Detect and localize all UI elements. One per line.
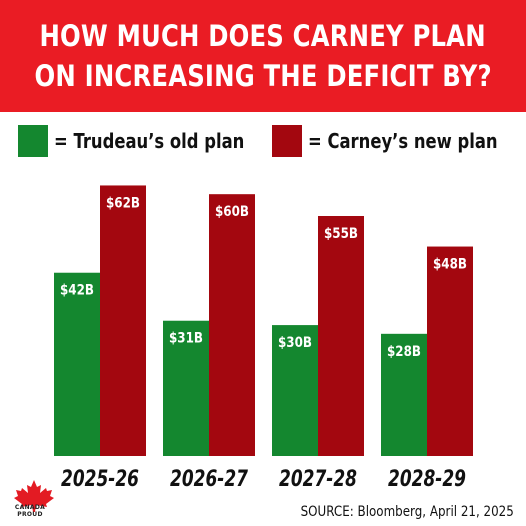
legend-item-new-plan: = Carney’s new plan bbox=[272, 124, 526, 158]
legend-swatch-new-plan bbox=[272, 125, 302, 157]
bar-old-2025-26 bbox=[54, 272, 100, 456]
legend-swatch-old-plan bbox=[18, 125, 48, 157]
category-label: 2028-29 bbox=[388, 467, 466, 492]
bar-new-2027-28 bbox=[318, 216, 364, 456]
title-banner: HOW MUCH DOES CARNEY PLAN ON INCREASING … bbox=[0, 0, 526, 112]
bar-value-label: $30B bbox=[278, 335, 312, 351]
legend: = Trudeau’s old plan = Carney’s new plan bbox=[0, 124, 526, 158]
source-note: SOURCE: Bloomberg, April 21, 2025 bbox=[300, 504, 514, 520]
bar-value-label: $42B bbox=[60, 283, 94, 299]
bar-value-label: $55B bbox=[324, 226, 358, 242]
title-line-2: ON INCREASING THE DEFICIT BY? bbox=[34, 59, 492, 93]
bar-new-2025-26 bbox=[100, 185, 146, 457]
canada-proud-logo bbox=[14, 480, 54, 512]
bar-new-2026-27 bbox=[209, 194, 255, 456]
bar-old-2026-27 bbox=[163, 320, 209, 456]
bar-value-label: $48B bbox=[433, 257, 467, 273]
bar-old-2028-29 bbox=[381, 333, 427, 456]
logo-text: CANADA PROUD bbox=[14, 504, 46, 518]
legend-item-old-plan: = Trudeau’s old plan bbox=[18, 124, 286, 158]
legend-label-new-plan: = Carney’s new plan bbox=[308, 129, 498, 153]
title-line-1: HOW MUCH DOES CARNEY PLAN bbox=[39, 19, 487, 53]
bar-value-label: $28B bbox=[387, 344, 421, 360]
category-label: 2027-28 bbox=[279, 467, 357, 492]
bar-old-2027-28 bbox=[272, 325, 318, 456]
bar-value-label: $62B bbox=[106, 195, 140, 211]
legend-label-old-plan: = Trudeau’s old plan bbox=[54, 129, 245, 153]
bar-value-label: $31B bbox=[169, 331, 203, 347]
bar-value-label: $60B bbox=[215, 204, 249, 220]
category-label: 2026-27 bbox=[170, 467, 249, 492]
category-label: 2025-26 bbox=[61, 467, 139, 492]
bar-chart: $42B $62B 2025-26 $31B $60B 2026-27 $30B $55B 20… bbox=[54, 185, 473, 492]
bar-new-2028-29 bbox=[427, 246, 473, 456]
maple-leaf-icon bbox=[14, 480, 54, 512]
